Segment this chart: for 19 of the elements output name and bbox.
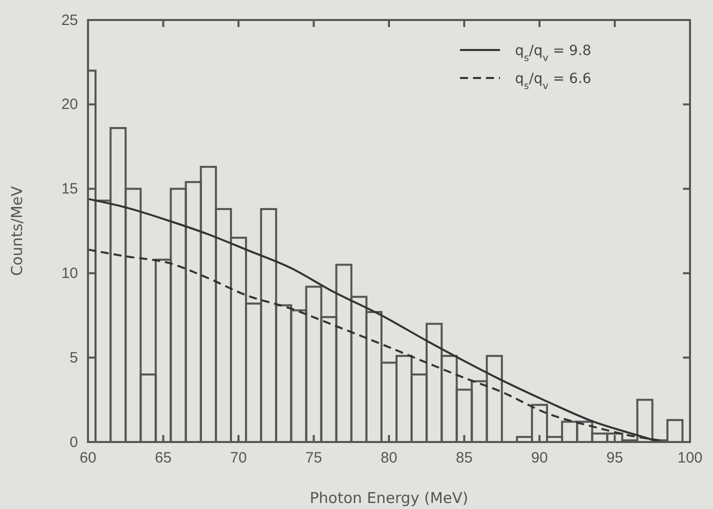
legend-label: q$_{s}$/q$_{v}$ = 6.6 [515,70,592,92]
x-tick-label: 85 [456,450,473,467]
y-tick-label: 20 [61,96,78,114]
x-tick-label: 90 [531,450,548,467]
legend-label: q$_{s}$/q$_{v}$ = 9.8 [515,42,592,64]
x-tick-label: 80 [380,450,398,467]
y-tick-label: 10 [61,265,78,282]
x-tick-label: 65 [154,450,172,467]
x-tick-label: 95 [606,450,624,467]
y-axis-title: Counts/MeV [8,185,26,276]
y-tick-label: 15 [61,180,78,198]
y-tick-label: 5 [70,349,78,366]
x-axis-title: Photon Energy (MeV) [310,489,468,507]
x-tick-label: 75 [305,450,322,467]
y-tick-label: 25 [61,12,78,29]
x-tick-label: 100 [677,450,703,467]
x-tick-label: 70 [230,450,247,467]
x-tick-label: 60 [80,450,96,467]
y-tick-label: 0 [70,434,78,451]
